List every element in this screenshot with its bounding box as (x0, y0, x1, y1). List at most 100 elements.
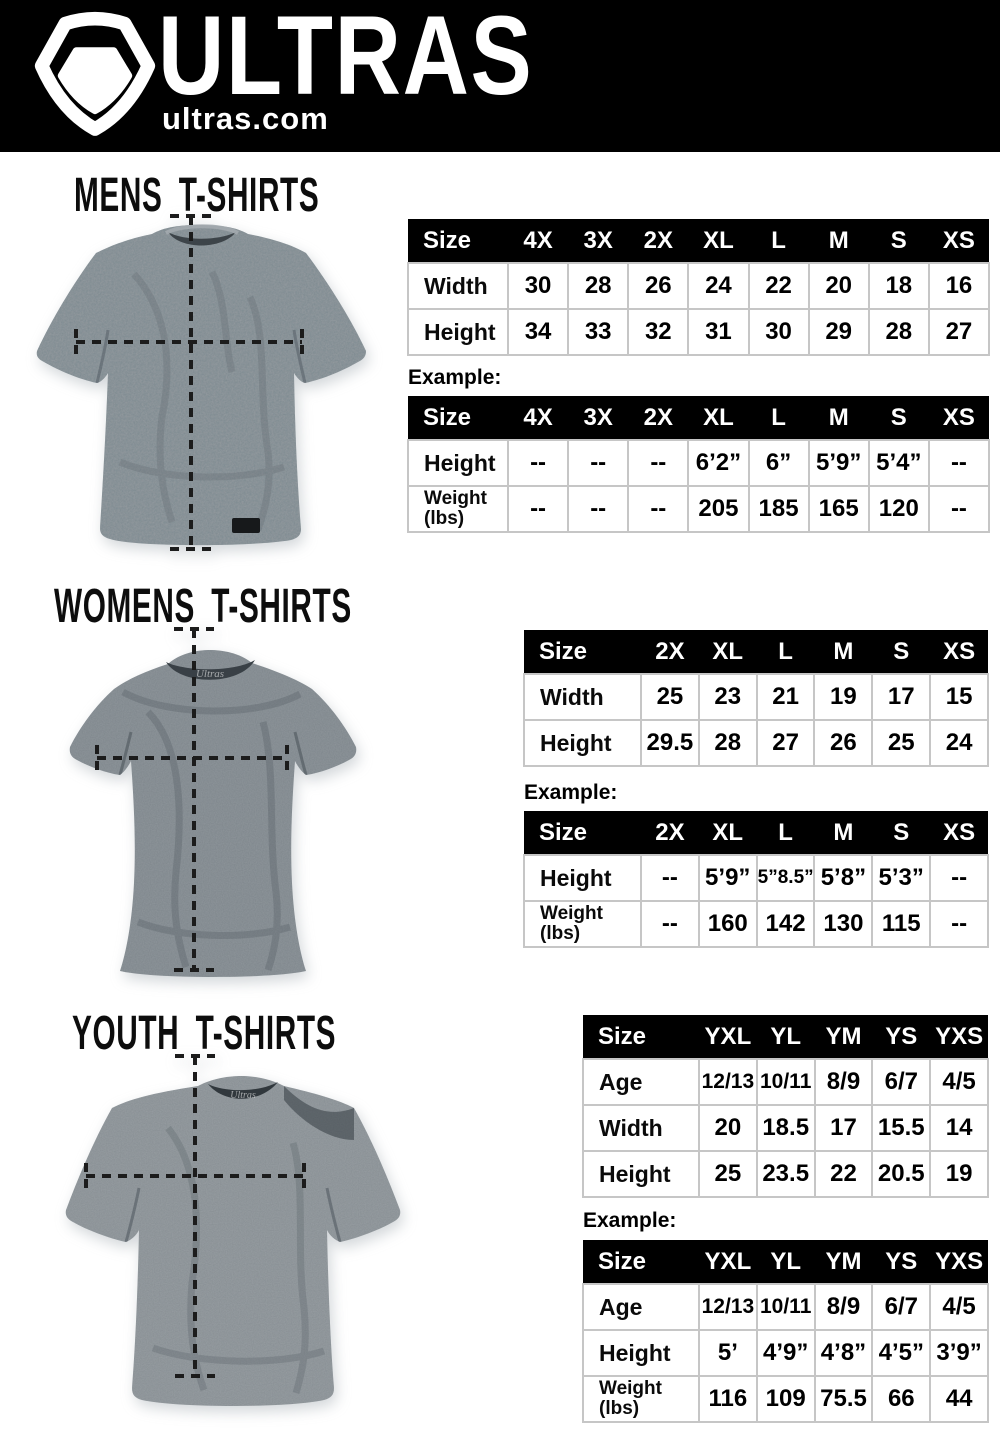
youth-example-label: Example: (583, 1209, 677, 1232)
womens-example-table: Size 2X XL L M S XS Height -- 5’9” 5”8.5” 5’8” 5’3” -… (523, 811, 989, 948)
table-row: Width 25 23 21 19 17 15 (523, 673, 989, 721)
table-row: Width 20 18.5 17 15.5 14 (582, 1104, 989, 1152)
value-cell: 5’8” (813, 854, 874, 902)
value-cell: 75.5 (813, 1375, 874, 1423)
brand-domain: ultras.com (162, 101, 329, 136)
value-cell: 29.5 (640, 719, 700, 767)
value-cell: 25 (698, 1150, 758, 1198)
table-row: Weight (lbs) -- -- -- 205 185 165 120 -- (407, 485, 991, 533)
header-row: Size 2X XL L M S XS (524, 811, 988, 855)
column-header: 4X (508, 396, 569, 440)
value-cell: 20.5 (871, 1150, 932, 1198)
value-cell: 22 (747, 262, 810, 310)
value-cell: 15 (929, 673, 989, 721)
value-cell: -- (927, 439, 991, 487)
value-cell: 116 (698, 1375, 758, 1423)
value-cell: 30 (747, 308, 810, 356)
table-row: Width 30 28 26 24 22 20 18 16 (407, 262, 991, 310)
size-column-header: Size (408, 396, 508, 440)
column-header: 4X (508, 219, 569, 263)
width-measure-line (74, 329, 304, 361)
mens-tshirt-image (36, 214, 366, 551)
value-cell: 24 (929, 719, 989, 767)
column-header: M (808, 396, 869, 440)
collar (168, 232, 236, 246)
value-cell: 12/13 (698, 1058, 758, 1106)
row-label: Weight (lbs) (407, 485, 509, 533)
column-header: YXL (699, 1015, 757, 1059)
column-header: XL (698, 811, 757, 855)
value-cell: 205 (687, 485, 750, 533)
row-label: Width (407, 262, 509, 310)
value-cell: 29 (807, 308, 870, 356)
column-header: YS (872, 1015, 931, 1059)
value-cell: 4/5 (929, 1283, 989, 1331)
section-title-mens: MENS T-SHIRTS (74, 169, 320, 222)
row-label: Age (582, 1058, 700, 1106)
value-cell: 19 (813, 673, 874, 721)
value-cell: -- (627, 439, 690, 487)
value-cell: 5’4” (867, 439, 930, 487)
value-cell: 27 (927, 308, 991, 356)
table-row: Weight (lbs) -- 160 142 130 115 -- (523, 900, 989, 948)
row-label: Height (582, 1329, 700, 1377)
column-header: M (814, 811, 873, 855)
column-header: XS (928, 219, 989, 263)
width-measure-line (95, 745, 289, 777)
table-row: Age 12/13 10/11 8/9 6/7 4/5 (582, 1283, 989, 1331)
row-label: Height (582, 1150, 700, 1198)
youth-tshirt-image: Ultras (65, 1054, 401, 1406)
column-header: S (868, 396, 929, 440)
value-cell: 165 (807, 485, 870, 533)
size-column-header: Size (583, 1015, 699, 1059)
value-cell: 23.5 (755, 1150, 816, 1198)
value-cell: 28 (697, 719, 758, 767)
header-row: Size 4X 3X 2X XL L M S XS (408, 219, 989, 263)
sleeve-seams (95, 329, 307, 384)
column-header: L (748, 396, 809, 440)
value-cell: 24 (687, 262, 750, 310)
value-cell: -- (567, 485, 630, 533)
column-header: 2X (628, 219, 689, 263)
value-cell: 28 (867, 308, 930, 356)
column-header: S (872, 811, 931, 855)
value-cell: 160 (697, 900, 758, 948)
column-header: L (748, 219, 809, 263)
column-header: 3X (568, 396, 629, 440)
value-cell: 10/11 (755, 1058, 816, 1106)
header-row: Size 2X XL L M S XS (524, 630, 988, 674)
column-header: XL (698, 630, 757, 674)
value-cell: 4/5 (929, 1058, 989, 1106)
fabric-wrinkles (118, 270, 286, 532)
value-cell: -- (640, 854, 700, 902)
value-cell: 32 (627, 308, 690, 356)
table-row: Height 34 33 32 31 30 29 28 27 (407, 308, 991, 356)
value-cell: -- (927, 485, 991, 533)
column-header: XS (930, 811, 988, 855)
table-row: Height 25 23.5 22 20.5 19 (582, 1150, 989, 1198)
value-cell: 6” (747, 439, 810, 487)
collar-label: Ultras (230, 1090, 256, 1101)
height-measure-line (174, 627, 214, 972)
value-cell: 130 (813, 900, 874, 948)
column-header: YM (814, 1015, 873, 1059)
value-cell: 15.5 (871, 1104, 932, 1152)
row-label: Width (523, 673, 642, 721)
column-header: M (808, 219, 869, 263)
value-cell: 142 (755, 900, 816, 948)
value-cell: 6/7 (871, 1283, 932, 1331)
womens-tshirt-image: Ultras (69, 627, 357, 977)
column-header: XS (928, 396, 989, 440)
table-row: Age 12/13 10/11 8/9 6/7 4/5 (582, 1058, 989, 1106)
value-cell: -- (506, 439, 570, 487)
value-cell: -- (640, 900, 700, 948)
row-label: Height (523, 719, 642, 767)
womens-example-label: Example: (524, 781, 618, 804)
value-cell: -- (506, 485, 570, 533)
site-header: ULTRAS ultras.com (0, 0, 1000, 152)
value-cell: 109 (755, 1375, 816, 1423)
column-header: YXS (930, 1015, 988, 1059)
value-cell: -- (627, 485, 690, 533)
table-row: Height -- -- -- 6’2” 6” 5’9” 5’4” -- (407, 439, 991, 487)
value-cell: 115 (871, 900, 932, 948)
